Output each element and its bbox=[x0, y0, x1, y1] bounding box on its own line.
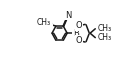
Text: O: O bbox=[46, 20, 52, 29]
Text: CH₃: CH₃ bbox=[37, 18, 51, 27]
Text: O: O bbox=[75, 21, 82, 30]
Text: CH₃: CH₃ bbox=[98, 33, 112, 42]
Text: CH₃: CH₃ bbox=[98, 24, 112, 33]
Text: O: O bbox=[75, 36, 82, 45]
Text: B: B bbox=[73, 29, 79, 38]
Text: N: N bbox=[65, 11, 71, 20]
